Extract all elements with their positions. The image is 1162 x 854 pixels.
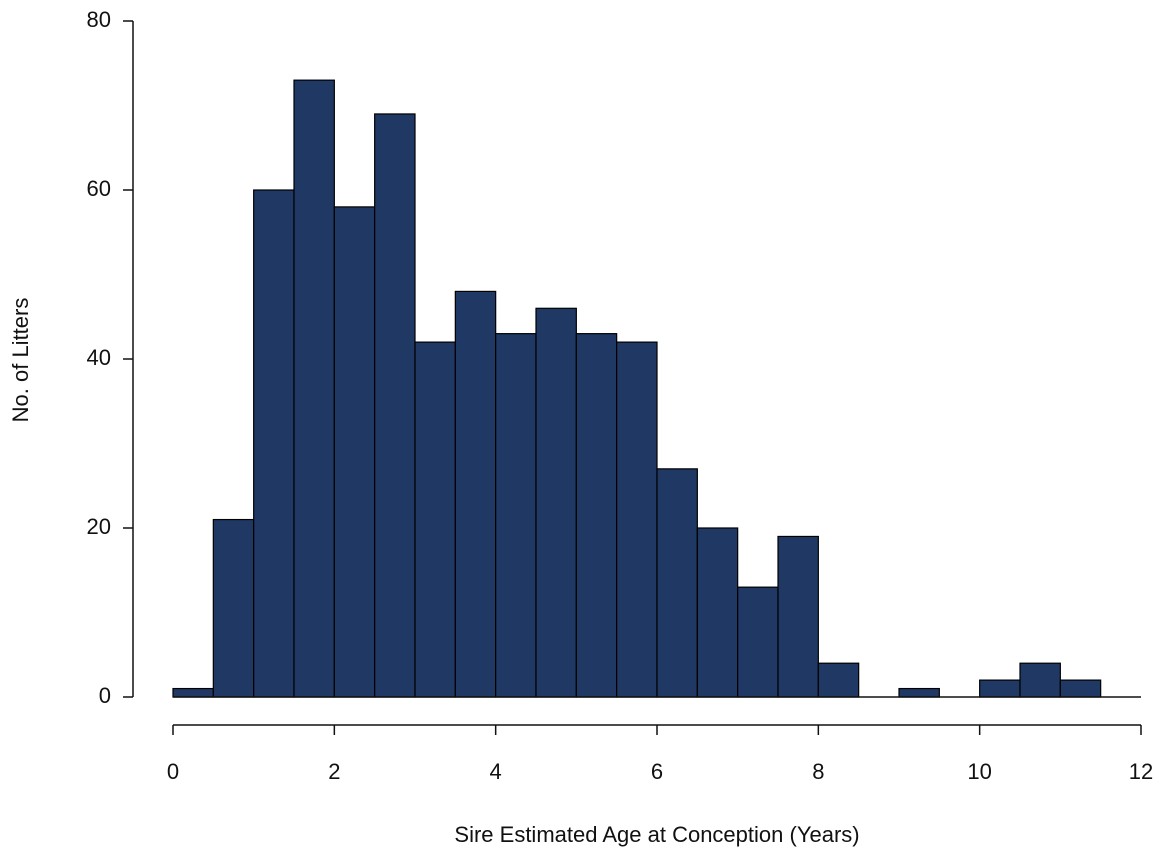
- bar: [495, 333, 537, 698]
- bar: [1019, 662, 1061, 698]
- bar: [898, 687, 940, 698]
- bar: [374, 113, 416, 698]
- bar: [333, 206, 376, 698]
- y-tick-label: 60: [87, 176, 111, 201]
- x-axis-label: Sire Estimated Age at Conception (Years): [454, 822, 859, 847]
- bar: [817, 662, 860, 698]
- y-tick-label: 80: [87, 7, 111, 32]
- x-tick-label: 4: [490, 759, 502, 784]
- bar: [1059, 679, 1102, 698]
- bar: [616, 341, 658, 698]
- x-tick-label: 12: [1129, 759, 1153, 784]
- bar: [414, 341, 456, 698]
- bar: [253, 189, 295, 698]
- bar: [656, 468, 698, 698]
- bar: [737, 586, 779, 698]
- bar: [696, 527, 739, 698]
- bar: [535, 307, 577, 698]
- x-tick-label: 0: [167, 759, 179, 784]
- y-tick-label: 0: [99, 683, 111, 708]
- x-tick-label: 6: [651, 759, 663, 784]
- bar: [454, 290, 497, 698]
- bar: [979, 679, 1021, 698]
- bar: [172, 687, 214, 698]
- x-tick-label: 10: [967, 759, 991, 784]
- x-tick-label: 2: [328, 759, 340, 784]
- x-tick-label: 8: [812, 759, 824, 784]
- bar: [293, 79, 335, 698]
- y-axis-label: No. of Litters: [8, 298, 33, 423]
- bar: [212, 518, 255, 698]
- bar: [575, 333, 618, 698]
- bar: [777, 535, 819, 698]
- y-tick-label: 40: [87, 345, 111, 370]
- y-tick-label: 20: [87, 514, 111, 539]
